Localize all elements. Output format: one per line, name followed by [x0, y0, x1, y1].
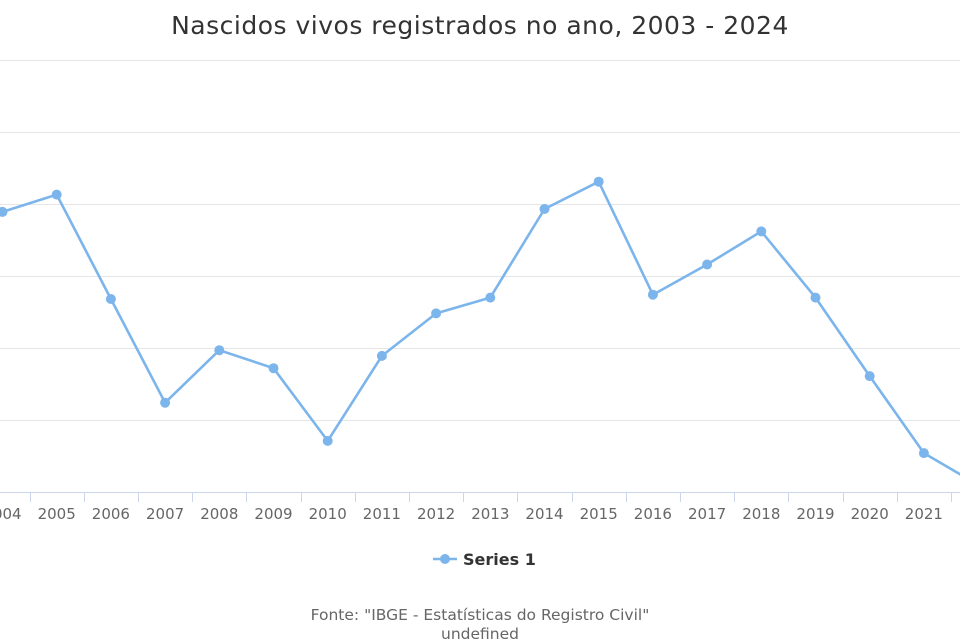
data-point-2010[interactable] [322, 435, 333, 446]
data-point-2021[interactable] [918, 448, 929, 459]
x-axis: 2004 2005 2006 2007 2008 2009 2010 2011 2012 2013… [0, 492, 960, 523]
x-tick-label-2005: 2005 [38, 505, 76, 523]
data-point-2019[interactable] [810, 292, 821, 303]
legend[interactable]: Series 1 [433, 550, 536, 569]
data-point-2012[interactable] [431, 308, 442, 319]
data-point-2016[interactable] [647, 289, 658, 300]
credit-source: Fonte: "IBGE - Estatísticas do Registro … [311, 606, 650, 624]
data-point-2011[interactable] [376, 350, 387, 361]
data-point-2014[interactable] [539, 204, 550, 214]
x-tick-label-2009: 2009 [254, 505, 292, 523]
grid-lines [0, 60, 960, 421]
x-tick-label-2004: 2004 [0, 505, 22, 523]
series-line-1[interactable] [0, 180, 960, 536]
data-point-2005[interactable] [51, 189, 62, 200]
data-point-2013[interactable] [485, 292, 496, 303]
series-layer [0, 176, 960, 536]
data-point-2015[interactable] [593, 176, 604, 187]
data-point-2004[interactable] [0, 206, 8, 217]
x-tick-label-2018: 2018 [742, 505, 780, 523]
data-point-2020[interactable] [864, 371, 875, 382]
data-point-2018[interactable] [756, 226, 767, 237]
data-point-2009[interactable] [268, 363, 279, 374]
x-tick-label-2021: 2021 [905, 505, 943, 523]
x-tick-label-2006: 2006 [92, 505, 130, 523]
legend-item-series-1[interactable]: Series 1 [463, 550, 536, 569]
x-tick-label-2008: 2008 [200, 505, 238, 523]
credit-undefined: undefined [441, 625, 519, 640]
data-point-2008[interactable] [214, 345, 225, 356]
x-tick-label-2010: 2010 [309, 505, 347, 523]
x-tick-label-2020: 2020 [851, 505, 889, 523]
data-point-2006[interactable] [105, 294, 116, 304]
x-tick-label-2012: 2012 [417, 505, 455, 523]
x-tick-label-2013: 2013 [471, 505, 509, 523]
x-tick-label-2014: 2014 [525, 505, 563, 523]
x-tick-label-2011: 2011 [363, 505, 401, 523]
x-tick-label-2007: 2007 [146, 505, 184, 523]
x-tick-label-2015: 2015 [580, 505, 618, 523]
x-tick-label-2016: 2016 [634, 505, 672, 523]
x-tick-label-2017: 2017 [688, 505, 726, 523]
chart-title: Nascidos vivos registrados no ano, 2003 … [171, 11, 789, 40]
x-tick-label-2019: 2019 [796, 505, 834, 523]
data-point-2007[interactable] [160, 397, 171, 408]
data-point-2017[interactable] [702, 259, 713, 270]
legend-symbol-marker [440, 554, 450, 564]
